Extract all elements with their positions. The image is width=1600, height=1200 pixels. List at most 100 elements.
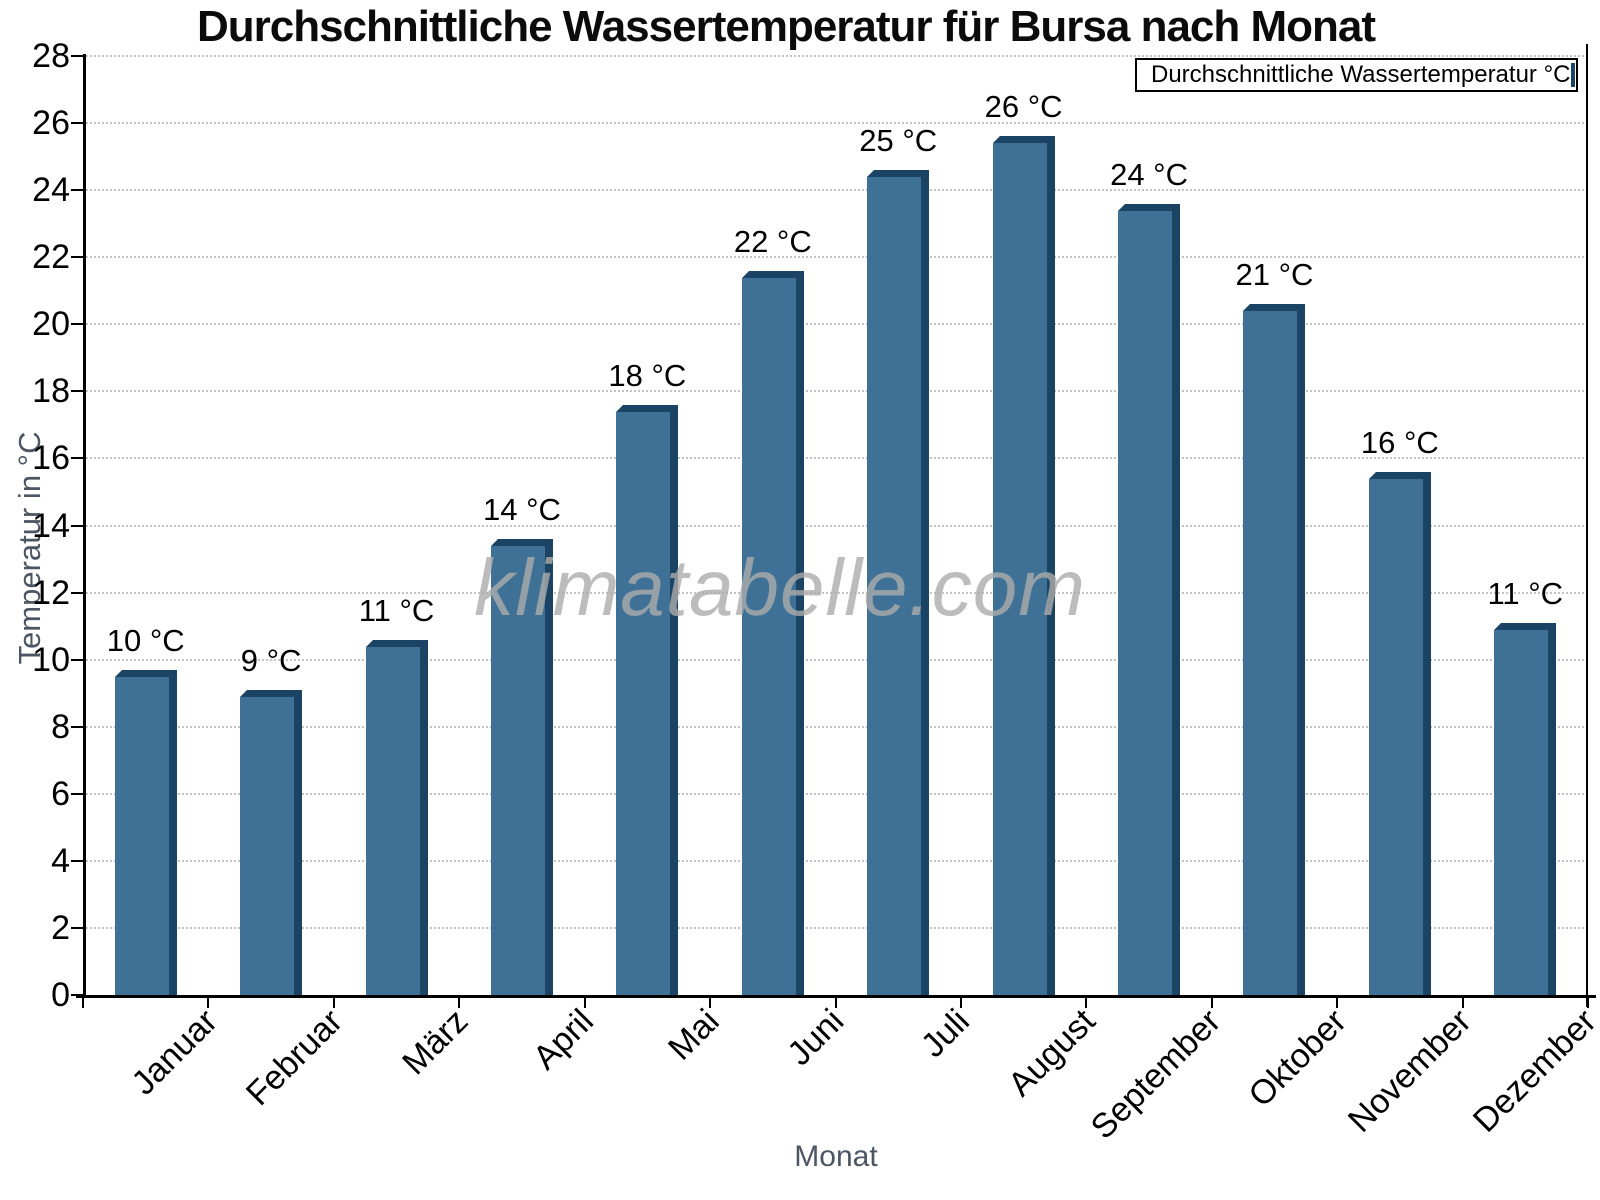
bar-value-label: 14 °C	[483, 491, 561, 527]
bar-november	[1367, 470, 1431, 995]
y-axis-tick	[71, 792, 84, 795]
gridline	[83, 591, 1588, 594]
bar-value-label: 10 °C	[106, 622, 185, 658]
y-axis-tick	[71, 859, 84, 862]
x-axis-tick	[82, 995, 84, 1008]
x-axis-label: November	[1340, 1002, 1479, 1140]
bar-bevel-icon	[866, 169, 876, 179]
gridline	[83, 390, 1588, 393]
bar-value-label: 22 °C	[733, 223, 812, 259]
y-axis-tick	[71, 189, 84, 192]
x-axis-tick	[458, 995, 461, 1008]
legend-color-swatch-icon	[1570, 63, 1575, 87]
bar-value-label: 11 °C	[1487, 575, 1564, 611]
bar-januar	[113, 668, 177, 995]
x-axis-tick	[332, 995, 335, 1008]
x-axis-tick	[834, 995, 837, 1008]
bar-bevel-icon	[615, 403, 625, 413]
gridline	[83, 725, 1588, 728]
bar-bevel-icon	[113, 668, 123, 678]
bar-bevel-icon	[740, 269, 750, 279]
bar-september	[1117, 202, 1181, 995]
gridline	[83, 457, 1588, 460]
y-axis-tick-label: 0	[51, 976, 70, 1014]
x-axis-tick	[709, 995, 712, 1008]
legend-box: Durchschnittliche Wassertemperatur °C	[1135, 58, 1578, 92]
y-axis-tick	[71, 994, 84, 996]
bar-value-label: 18 °C	[608, 357, 687, 393]
bar-juli	[866, 169, 930, 995]
x-axis-label: Oktober	[1240, 1002, 1354, 1115]
y-axis-tick-label: 20	[32, 305, 70, 344]
bar-februar	[239, 688, 303, 995]
bar-bevel-icon	[1493, 621, 1503, 631]
y-axis-tick	[71, 55, 84, 57]
gridline	[83, 524, 1588, 527]
x-axis-label: März	[395, 1002, 476, 1083]
x-axis-tick	[1587, 995, 1589, 1008]
bar-value-label: 16 °C	[1360, 424, 1439, 460]
y-axis-tick	[71, 256, 84, 259]
gridline	[83, 55, 1588, 57]
x-axis-label: Dezember	[1466, 1002, 1600, 1140]
x-axis-tick	[583, 995, 586, 1008]
y-axis-tick-label: 28	[32, 37, 70, 75]
y-axis-tick	[71, 658, 84, 661]
y-axis-tick	[71, 524, 84, 527]
y-axis-tick	[71, 323, 84, 326]
y-axis-tick-label: 2	[51, 908, 70, 947]
bar-value-label: 24 °C	[1110, 156, 1188, 192]
bar-oktober	[1242, 303, 1306, 995]
x-axis-tick	[207, 995, 210, 1008]
gridline	[83, 323, 1588, 326]
bar-value-label: 11 °C	[358, 592, 435, 628]
y-axis-tick-label: 16	[32, 439, 70, 478]
bar-mai	[615, 403, 679, 995]
y-axis-tick	[71, 926, 84, 929]
y-axis-tick-label: 26	[32, 104, 70, 143]
bar-april	[489, 537, 553, 995]
x-axis-label: Januar	[124, 1002, 225, 1103]
y-axis-tick	[71, 457, 84, 460]
y-axis-tick-label: 10	[32, 640, 70, 679]
y-axis-tick-label: 24	[32, 171, 70, 210]
x-axis-tick	[1336, 995, 1339, 1008]
x-axis-label: Mai	[660, 1002, 727, 1068]
bar-bevel-icon	[991, 135, 1001, 145]
gridline	[83, 859, 1588, 862]
y-axis-tick-label: 4	[51, 841, 70, 880]
watermark: klimatabelle.com	[474, 543, 1086, 632]
y-axis-line	[83, 54, 86, 997]
bar-bevel-icon	[1117, 202, 1127, 212]
x-axis-tick	[1210, 995, 1213, 1008]
bar-bevel-icon	[489, 537, 499, 547]
legend-label: Durchschnittliche Wassertemperatur °C	[1151, 61, 1571, 88]
x-axis-tick	[1085, 995, 1088, 1008]
bar-bevel-icon	[1242, 303, 1252, 313]
gridline	[83, 792, 1588, 795]
gridline	[83, 122, 1588, 125]
x-axis-tick	[959, 995, 962, 1008]
y-axis-tick-label: 6	[51, 774, 70, 813]
y-axis-tick-label: 22	[32, 238, 70, 277]
bar-value-label: 21 °C	[1235, 257, 1314, 293]
plot-right-border	[1586, 44, 1588, 1007]
gridline	[83, 189, 1588, 192]
x-axis-label: September	[1083, 1002, 1228, 1147]
x-axis-title: Monat	[794, 1140, 878, 1173]
bar-bevel-icon	[1367, 470, 1377, 480]
gridline	[83, 256, 1588, 259]
x-axis-label: April	[525, 1002, 601, 1077]
x-axis-label: August	[1000, 1002, 1103, 1104]
x-axis-tick	[1461, 995, 1464, 1008]
y-axis-tick	[71, 591, 84, 594]
bar-august	[991, 135, 1055, 995]
y-axis-tick-label: 12	[32, 573, 70, 612]
y-axis-tick	[71, 122, 84, 125]
chart-title: Durchschnittliche Wassertemperatur für B…	[196, 2, 1376, 51]
gridline	[83, 926, 1588, 929]
bar-value-label: 26 °C	[984, 89, 1063, 125]
y-axis-tick-label: 18	[32, 372, 70, 411]
x-axis-label: Februar	[238, 1002, 350, 1114]
